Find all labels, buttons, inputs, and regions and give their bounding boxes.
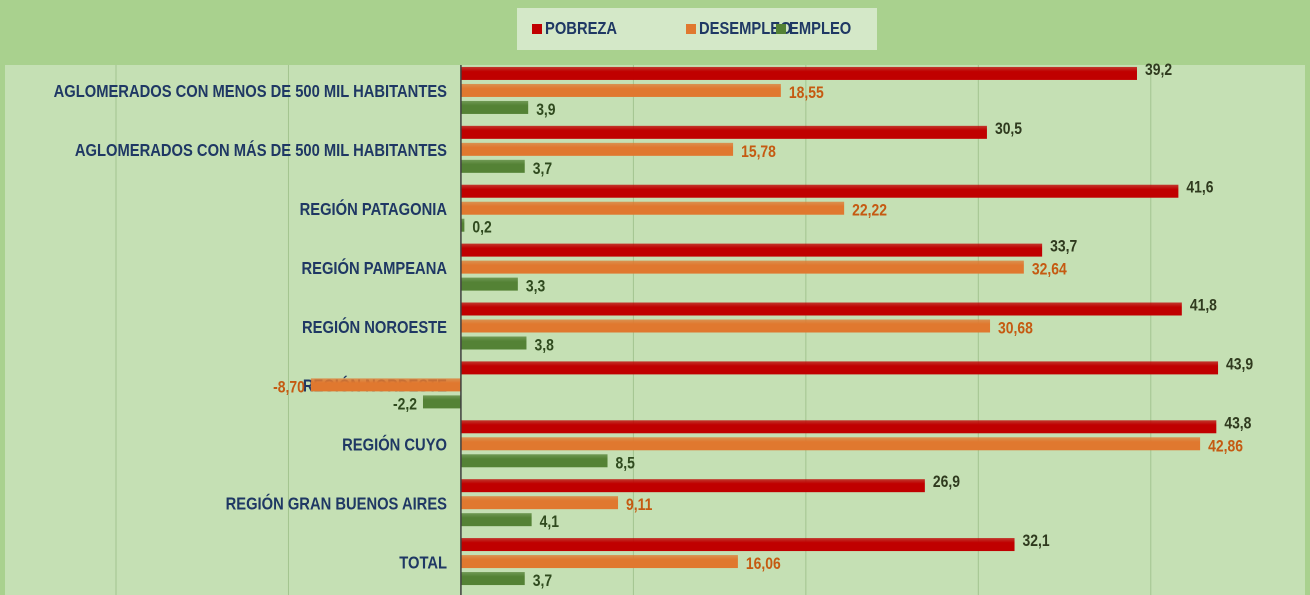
value-label: 15,78 — [741, 143, 776, 162]
value-label: -2,2 — [393, 395, 417, 414]
category-label: REGIÓN GRAN BUENOS AIRES — [226, 493, 447, 514]
value-label: 42,86 — [1208, 437, 1243, 456]
bar — [460, 336, 527, 350]
bar — [460, 83, 781, 97]
legend-swatch — [776, 24, 786, 34]
value-label: 33,7 — [1050, 237, 1077, 256]
value-label: 26,9 — [933, 473, 960, 492]
value-label: 30,5 — [995, 120, 1022, 139]
value-label: 43,8 — [1224, 414, 1251, 433]
bar — [460, 125, 987, 139]
bar — [460, 454, 608, 468]
bar — [460, 218, 465, 232]
bar — [460, 437, 1201, 451]
bar — [460, 479, 925, 493]
bar — [460, 420, 1217, 434]
value-label: 43,9 — [1226, 355, 1253, 374]
value-label: 8,5 — [616, 454, 636, 473]
value-label: 41,8 — [1190, 296, 1217, 315]
value-label: 9,11 — [626, 496, 653, 515]
bar — [460, 66, 1137, 80]
category-label: REGIÓN PATAGONIA — [300, 199, 448, 220]
bar — [460, 513, 532, 527]
value-label: 30,68 — [998, 319, 1033, 338]
category-label: REGIÓN CUYO — [342, 434, 447, 455]
bar — [310, 378, 461, 392]
bar — [460, 572, 525, 586]
legend-label: EMPLEO — [789, 18, 851, 38]
bar — [460, 277, 518, 291]
legend-box — [517, 8, 877, 50]
category-label: REGIÓN NOROESTE — [302, 316, 447, 337]
bar — [460, 361, 1219, 375]
legend-swatch — [686, 24, 696, 34]
value-label: 3,9 — [536, 101, 556, 120]
bar — [460, 496, 619, 510]
bar — [460, 184, 1179, 198]
category-label: REGIÓN PAMPEANA — [301, 257, 447, 278]
bar — [460, 201, 845, 215]
value-label: 3,7 — [533, 160, 552, 179]
category-label: AGLOMERADOS CON MENOS DE 500 MIL HABITAN… — [54, 82, 447, 102]
bar — [460, 538, 1015, 552]
value-label: 0,2 — [472, 218, 492, 237]
value-label: 18,55 — [789, 84, 824, 103]
value-label: 3,8 — [534, 336, 554, 355]
value-label: 22,22 — [852, 201, 887, 220]
bar — [460, 260, 1024, 274]
legend-label: POBREZA — [545, 18, 617, 38]
value-label: 41,6 — [1186, 178, 1213, 197]
bar — [460, 302, 1182, 316]
value-label: 39,2 — [1145, 61, 1172, 80]
value-label: -8,70 — [273, 378, 305, 397]
value-label: 16,06 — [746, 555, 781, 574]
bar — [460, 100, 529, 114]
bar — [422, 395, 461, 409]
legend-swatch — [532, 24, 542, 34]
legend-label: DESEMPLEO — [699, 18, 792, 38]
bar — [460, 243, 1043, 257]
category-label: TOTAL — [399, 553, 447, 573]
value-label: 4,1 — [540, 513, 560, 532]
value-label: 3,3 — [526, 277, 546, 296]
value-label: 3,7 — [533, 572, 552, 591]
category-label: AGLOMERADOS CON MÁS DE 500 MIL HABITANTE… — [75, 140, 447, 161]
bar — [460, 142, 734, 156]
bar — [460, 555, 738, 569]
value-label: 32,64 — [1032, 260, 1067, 279]
value-label: 32,1 — [1023, 532, 1050, 551]
bar — [460, 319, 991, 333]
bar — [460, 159, 525, 173]
